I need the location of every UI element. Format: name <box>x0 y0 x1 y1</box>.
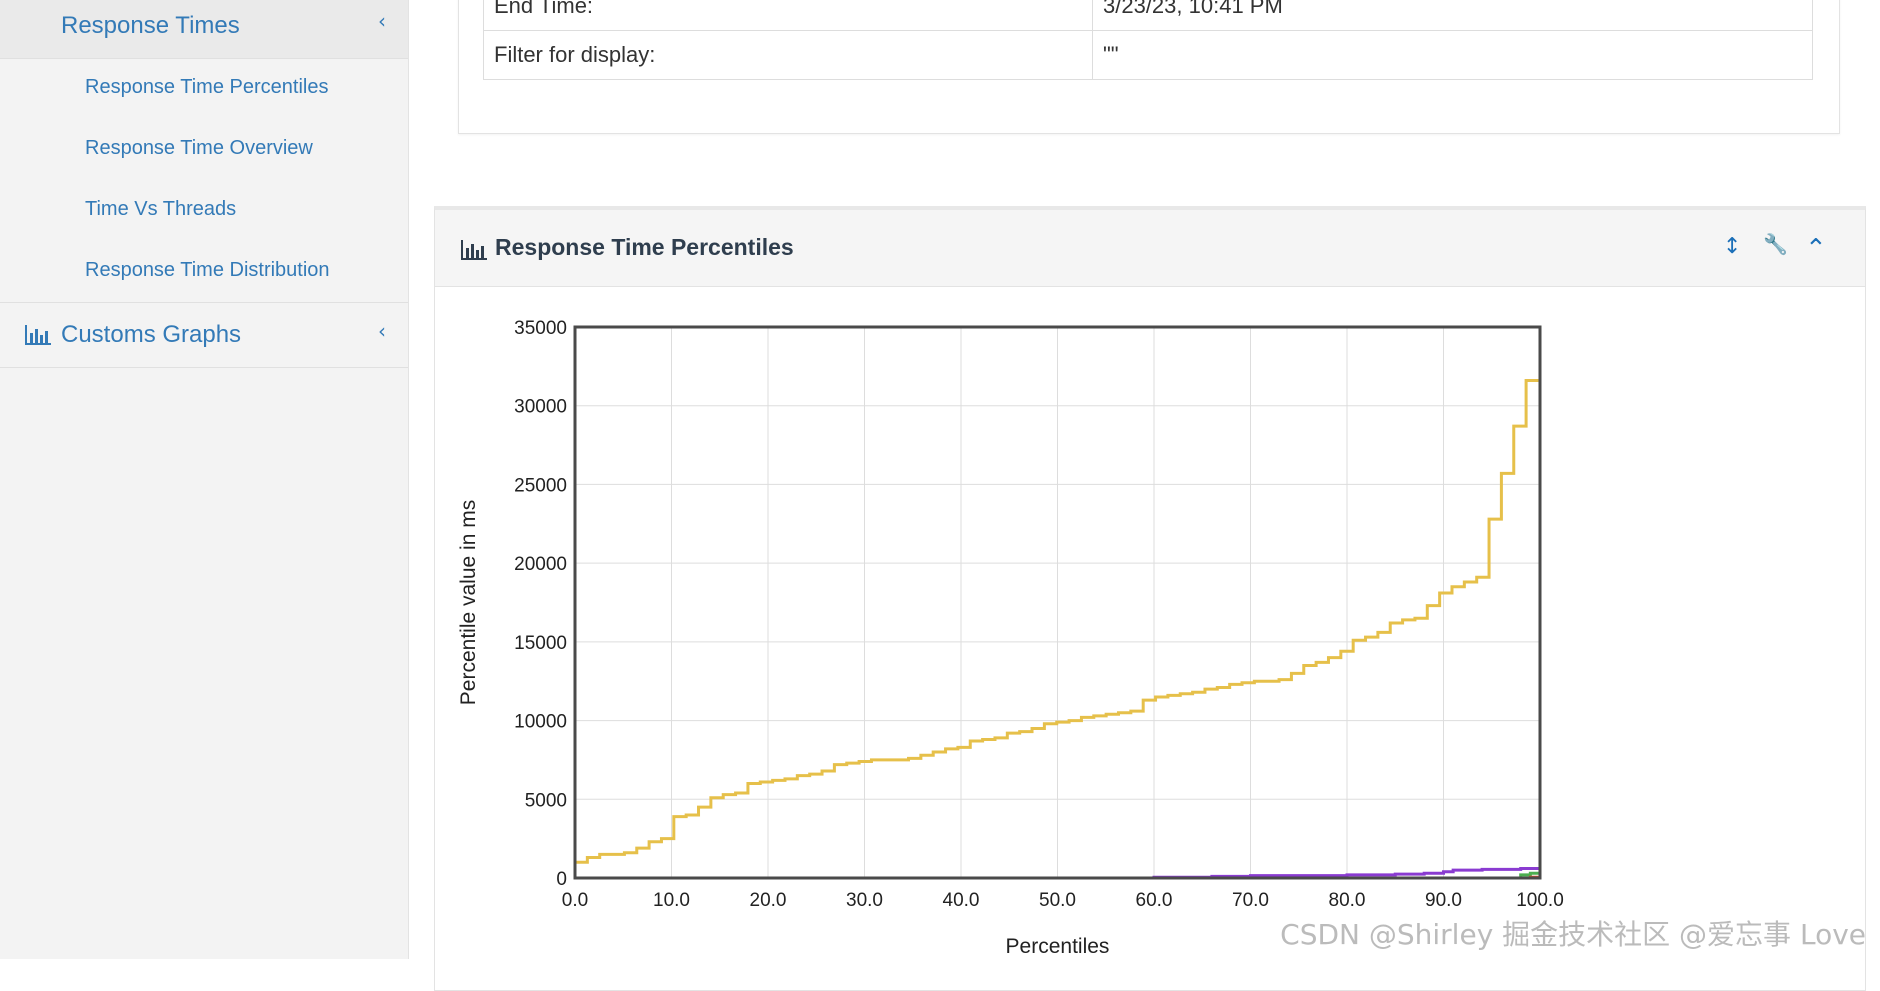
submenu-response-time-overview[interactable]: Response Time Overview <box>85 137 313 159</box>
x-tick-label: 60.0 <box>1136 890 1173 911</box>
y-tick-label: 30000 <box>514 397 567 418</box>
chevron-left-icon[interactable]: ‹ <box>378 319 386 343</box>
y-tick-label: 20000 <box>514 554 567 575</box>
y-tick-label: 5000 <box>525 790 567 811</box>
divider <box>0 58 408 59</box>
x-tick-label: 30.0 <box>846 890 883 911</box>
table-cell-key: Filter for display: <box>483 30 1093 80</box>
panel-title: Response Time Percentiles <box>495 234 794 260</box>
menu-customs-graphs-label: Customs Graphs <box>61 321 242 348</box>
x-tick-label: 50.0 <box>1039 890 1076 911</box>
table-cell-key: End Time: <box>483 0 1093 31</box>
submenu-response-time-percentiles[interactable]: Response Time Percentiles <box>85 76 329 98</box>
info-table: End Time: 3/23/23, 10:41 PM Filter for d… <box>483 0 1813 80</box>
menu-response-times-label: Response Times <box>61 12 240 39</box>
y-axis-title: Percentile value in ms <box>457 500 480 705</box>
wrench-icon[interactable]: 🔧 <box>1763 232 1788 256</box>
info-card: End Time: 3/23/23, 10:41 PM Filter for d… <box>458 0 1840 134</box>
panel-header: Response Time Percentiles ↕ 🔧 ⌃ <box>435 210 1865 287</box>
percentile-chart: 0.0 10.0 20.0 30.0 40.0 50.0 60.0 70.0 80.0 90.0 1… <box>457 318 1564 958</box>
menu-response-times[interactable]: Response Times ‹ <box>0 0 408 58</box>
divider <box>0 367 408 368</box>
series-line-1 <box>575 379 1539 864</box>
watermark: CSDN @Shirley 掘金技术社区 @爱忘事 Love <box>1280 918 1866 951</box>
bar-chart-icon <box>25 325 51 345</box>
y-tick-label: 0 <box>556 869 567 890</box>
x-tick-label: 10.0 <box>653 890 690 911</box>
x-axis-title: Percentiles <box>1006 935 1110 958</box>
resize-icon[interactable]: ↕ <box>1723 234 1742 259</box>
submenu-response-time-distribution[interactable]: Response Time Distribution <box>85 259 330 281</box>
x-tick-label: 90.0 <box>1425 890 1462 911</box>
x-tick-label: 0.0 <box>562 890 588 911</box>
table-cell-value: 3/23/23, 10:41 PM <box>1092 0 1813 31</box>
table-row: Filter for display: "" <box>483 30 1813 80</box>
x-tick-label: 20.0 <box>750 890 787 911</box>
submenu-time-vs-threads[interactable]: Time Vs Threads <box>85 198 237 220</box>
y-tick-label: 15000 <box>514 633 567 654</box>
collapse-icon[interactable]: ⌃ <box>1805 234 1827 264</box>
bar-chart-icon <box>461 240 487 260</box>
sidebar: Response Times ‹ Response Time Percentil… <box>0 0 409 959</box>
x-tick-label: 80.0 <box>1329 890 1366 911</box>
y-tick-label: 10000 <box>514 712 567 733</box>
table-row: End Time: 3/23/23, 10:41 PM <box>483 0 1813 31</box>
y-tick-label: 25000 <box>514 475 567 496</box>
chevron-left-icon[interactable]: ‹ <box>378 9 386 33</box>
x-tick-label: 40.0 <box>943 890 980 911</box>
y-tick-label: 35000 <box>514 318 567 339</box>
x-tick-label: 100.0 <box>1516 890 1564 911</box>
x-tick-label: 70.0 <box>1232 890 1269 911</box>
menu-customs-graphs[interactable]: Customs Graphs ‹ <box>0 303 408 367</box>
plot-border <box>573 325 1542 880</box>
table-cell-value: "" <box>1092 30 1813 80</box>
chart-panel: Response Time Percentiles ↕ 🔧 ⌃ 0.0 10.0 2… <box>434 206 1866 991</box>
divider <box>0 302 408 303</box>
